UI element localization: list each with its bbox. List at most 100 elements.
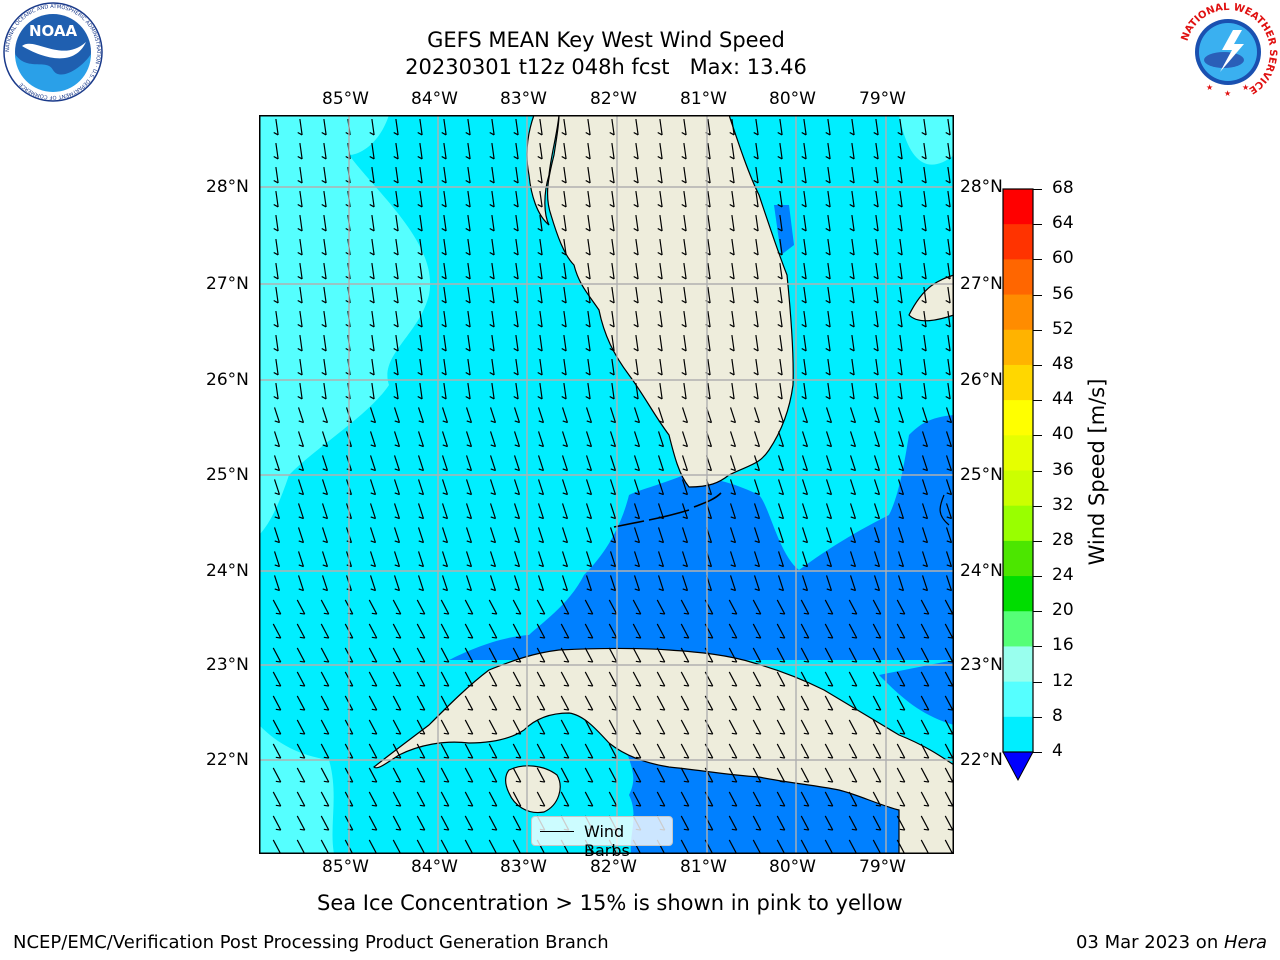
noaa-logo: NATIONAL OCEANIC AND ATMOSPHERIC ADMINIS…	[3, 2, 103, 102]
lat-label-left: 26°N	[206, 370, 249, 390]
svg-text:★: ★	[1206, 83, 1213, 92]
ocean-wind-4-8-cuba-north-east	[879, 660, 954, 725]
colorbar-band	[1003, 189, 1033, 225]
lat-label-left: 24°N	[206, 561, 249, 581]
lon-label-top: 84°W	[411, 89, 458, 109]
lon-label-bottom: 80°W	[769, 857, 816, 877]
colorbar-tick-label: 12	[1052, 670, 1074, 691]
colorbar-tick-label: 56	[1052, 283, 1074, 304]
colorbar-tick	[1033, 576, 1042, 578]
ocean-wind-4-8-atlantic	[774, 205, 794, 255]
colorbar-band	[1003, 681, 1033, 718]
colorbar-tick-label: 48	[1052, 353, 1074, 374]
legend-line-swatch	[540, 831, 574, 832]
colorbar	[1002, 188, 1034, 782]
colorbar-band	[1003, 329, 1033, 366]
colorbar-tick-label: 16	[1052, 635, 1074, 656]
lon-label-top: 81°W	[680, 89, 727, 109]
colorbar-band	[1003, 294, 1033, 331]
colorbar-extend-triangle	[1002, 751, 1034, 782]
colorbar-band	[1003, 540, 1033, 577]
colorbar-title: Wind Speed [m/s]	[1085, 378, 1109, 566]
colorbar-band	[1003, 400, 1033, 436]
svg-text:★: ★	[1242, 83, 1249, 92]
colorbar-tick-label: 68	[1052, 178, 1074, 198]
lat-label-right: 25°N	[960, 465, 1003, 485]
map-title-line1: GEFS MEAN Key West Wind Speed	[427, 28, 785, 52]
colorbar-tick-label: 8	[1052, 705, 1063, 726]
ocean-wind-12-16	[259, 115, 431, 535]
footer-left: NCEP/EMC/Verification Post Processing Pr…	[13, 932, 609, 953]
lat-label-left: 25°N	[206, 465, 249, 485]
lat-label-right: 27°N	[960, 274, 1003, 294]
lon-label-top: 80°W	[769, 89, 816, 109]
lon-label-bottom: 81°W	[680, 857, 727, 877]
lon-label-bottom: 84°W	[411, 857, 458, 877]
colorbar-tick-label: 52	[1052, 318, 1074, 339]
lat-label-left: 22°N	[206, 750, 249, 770]
lat-label-right: 28°N	[960, 177, 1003, 197]
colorbar-band	[1003, 364, 1033, 401]
colorbar-tick	[1033, 540, 1042, 542]
lon-label-bottom: 79°W	[859, 857, 906, 877]
colorbar-tick	[1033, 400, 1042, 402]
colorbar-tick-label: 44	[1052, 389, 1074, 410]
colorbar-band	[1003, 611, 1033, 647]
colorbar-tick	[1033, 470, 1042, 472]
colorbar-tick	[1033, 364, 1042, 366]
lat-label-left: 28°N	[206, 177, 249, 197]
colorbar-tick-label: 28	[1052, 529, 1074, 550]
legend-label: Wind Barbs	[584, 822, 630, 860]
colorbar-band	[1003, 716, 1033, 753]
colorbar-tick-label: 36	[1052, 459, 1074, 480]
colorbar-band	[1003, 224, 1033, 260]
wind-speed-map	[259, 115, 954, 854]
lat-label-right: 23°N	[960, 655, 1003, 675]
colorbar-band	[1003, 646, 1033, 683]
map-legend: Wind Barbs	[531, 816, 673, 860]
lat-label-right: 24°N	[960, 561, 1003, 581]
colorbar-band	[1003, 505, 1033, 542]
colorbar-tick-label: 24	[1052, 565, 1074, 586]
colorbar-tick-label: 60	[1052, 248, 1074, 269]
lat-label-right: 26°N	[960, 370, 1003, 390]
colorbar-band	[1003, 435, 1033, 471]
colorbar-tick	[1033, 435, 1042, 437]
lon-label-top: 82°W	[590, 89, 637, 109]
colorbar-tick	[1033, 505, 1042, 507]
nws-logo: NATIONAL WEATHER SERVICE ★ ★ ★	[1180, 2, 1278, 100]
lon-label-bottom: 83°W	[500, 857, 547, 877]
isla-de-la-juventud-land	[505, 765, 561, 814]
colorbar-tick-label: 40	[1052, 424, 1074, 445]
sea-ice-caption: Sea Ice Concentration > 15% is shown in …	[317, 891, 903, 915]
map-title-line2: 20230301 t12z 048h fcst Max: 13.46	[405, 55, 807, 79]
florida-land	[546, 115, 794, 488]
graticule	[259, 115, 954, 854]
lat-label-left: 27°N	[206, 274, 249, 294]
bahamas-islands	[939, 494, 950, 526]
colorbar-band	[1003, 576, 1033, 612]
colorbar-tick	[1033, 646, 1042, 648]
colorbar-tick	[1033, 224, 1042, 226]
lat-label-right: 22°N	[960, 750, 1003, 770]
lon-label-top: 85°W	[322, 89, 369, 109]
colorbar-tick-label: 20	[1052, 600, 1074, 621]
colorbar-band	[1003, 259, 1033, 296]
colorbar-tick	[1033, 681, 1042, 683]
footer-right: 03 Mar 2023 on Hera	[1076, 932, 1267, 953]
noaa-logo-text: NOAA	[29, 22, 78, 40]
ocean-wind-4-8	[449, 415, 954, 660]
colorbar-tick	[1033, 611, 1042, 613]
bahamas-land	[908, 274, 954, 322]
lon-label-top: 83°W	[500, 89, 547, 109]
lon-label-bottom: 82°W	[590, 857, 637, 877]
ocean-wind-12-16-east	[899, 115, 954, 165]
footer-host: Hera	[1223, 932, 1267, 953]
colorbar-tick	[1033, 259, 1042, 261]
colorbar-tick-label: 64	[1052, 213, 1074, 234]
colorbar-tick	[1033, 716, 1042, 718]
cuba-land	[373, 647, 954, 854]
svg-text:★: ★	[1224, 89, 1231, 98]
lon-label-bottom: 85°W	[322, 857, 369, 877]
colorbar-band	[1003, 470, 1033, 507]
